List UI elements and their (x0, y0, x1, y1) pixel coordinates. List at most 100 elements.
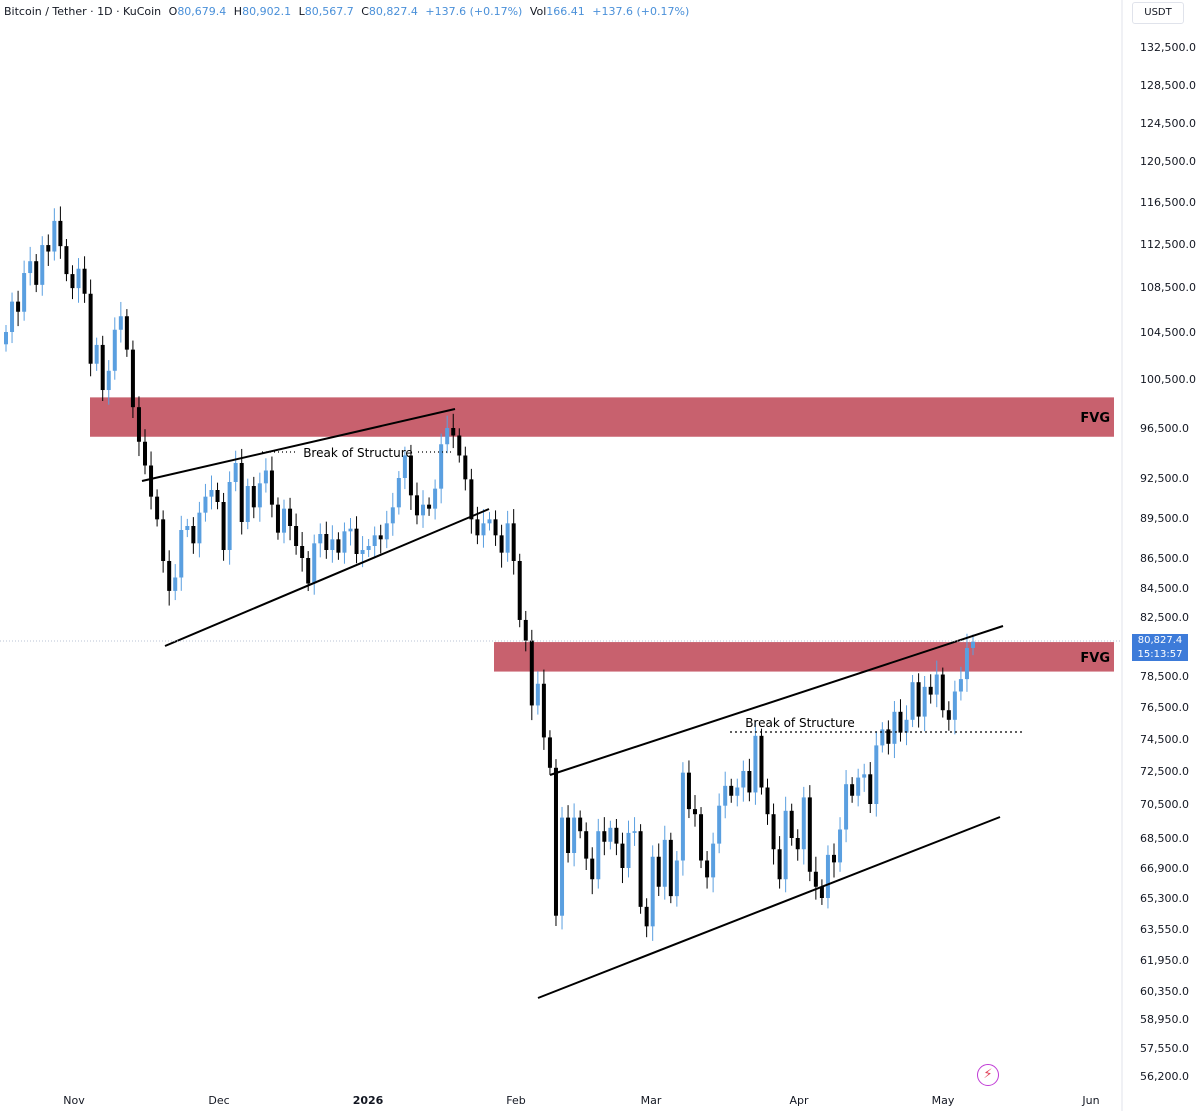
candle-body (517, 561, 522, 620)
candle-body (245, 486, 250, 522)
candle (288, 497, 293, 541)
candle (692, 795, 697, 827)
candle (789, 803, 794, 846)
candle (354, 516, 359, 564)
candle-body (535, 683, 540, 706)
candle-body (469, 479, 474, 520)
symbol-title[interactable]: Bitcoin / Tether · 1D · KuCoin (4, 5, 162, 18)
candle (831, 843, 836, 878)
candle-body (221, 502, 226, 550)
candle (529, 629, 534, 721)
candle-body (880, 729, 885, 746)
candle-body (88, 293, 93, 364)
candle (958, 666, 963, 701)
candle-body (136, 407, 141, 442)
time-tick-label: 2026 (353, 1094, 384, 1107)
candle (747, 758, 752, 802)
high-value: 80,902.1 (242, 5, 292, 18)
candle (312, 534, 317, 595)
lightning-icon[interactable]: ⚡ (977, 1064, 999, 1086)
volume-label: Vol (529, 5, 547, 18)
time-tick-label: Apr (789, 1094, 809, 1107)
candle-body (614, 827, 619, 844)
candle (578, 810, 583, 839)
candle (614, 818, 619, 856)
candle (795, 829, 800, 861)
candle-body (662, 839, 667, 887)
candle (282, 499, 287, 544)
candle-body (572, 817, 577, 853)
candle (457, 428, 462, 463)
candle-body (529, 640, 534, 706)
trendline (537, 816, 1001, 999)
candle (203, 483, 208, 522)
price-tick-label: 78,500.0 (1140, 670, 1189, 683)
candle-body (717, 805, 722, 844)
candle (517, 553, 522, 628)
candle (656, 843, 661, 897)
candle-body (155, 496, 160, 520)
candle (348, 518, 353, 546)
candle (124, 309, 129, 357)
price-tick-label: 104,500.0 (1140, 326, 1196, 339)
candle-body (408, 455, 413, 496)
candle (493, 510, 498, 546)
candle-body (850, 784, 855, 796)
candle-body (324, 534, 329, 550)
candle-body (928, 686, 933, 695)
currency-selector[interactable]: USDT (1132, 2, 1184, 24)
candle-body (457, 435, 462, 456)
candle (777, 836, 782, 889)
candle-body (844, 784, 849, 830)
candle (179, 515, 184, 591)
candle (541, 669, 546, 750)
candle (366, 539, 371, 557)
candle (705, 851, 710, 889)
candle (644, 898, 649, 938)
candle-body (64, 246, 69, 275)
candle-body (306, 558, 311, 584)
candle-body (414, 495, 419, 516)
candle (215, 482, 220, 510)
candle-body (711, 843, 716, 878)
candle (257, 472, 262, 522)
candle-body (390, 507, 395, 524)
bos-label: Break of Structure (303, 446, 413, 460)
candle-body (723, 785, 728, 806)
price-tick-label: 61,950.0 (1140, 954, 1189, 967)
fvg-zones: FVG FVG (90, 397, 1114, 672)
candle (547, 730, 552, 775)
candle-body (868, 774, 873, 804)
price-tick-label: 70,500.0 (1140, 798, 1189, 811)
candle-body (209, 490, 214, 497)
candle-body (638, 831, 643, 907)
candle-body (523, 619, 528, 641)
candle (825, 845, 830, 909)
price-tick-label: 63,550.0 (1140, 923, 1189, 936)
candle-body (143, 441, 148, 466)
candle-body (602, 831, 607, 842)
candle-body (904, 719, 909, 733)
candle-body (130, 349, 135, 408)
candle (922, 675, 927, 732)
candle-body (282, 508, 287, 533)
candle (971, 634, 975, 656)
trendlines: Break of Structure Break of Structure (141, 408, 1022, 999)
trendline (164, 508, 490, 647)
candle (572, 803, 577, 867)
candle (916, 673, 921, 728)
candle (330, 525, 335, 563)
candle (638, 824, 643, 914)
candle-body (946, 710, 951, 720)
candle-body (940, 674, 945, 711)
candle-body (342, 531, 347, 553)
candle (699, 807, 704, 869)
candle-body (34, 261, 39, 285)
candle-body (680, 772, 685, 861)
candle (499, 524, 504, 568)
candle-body (487, 519, 492, 524)
candle (209, 475, 214, 510)
candle-body (898, 711, 903, 733)
bos-label: Break of Structure (745, 716, 855, 730)
